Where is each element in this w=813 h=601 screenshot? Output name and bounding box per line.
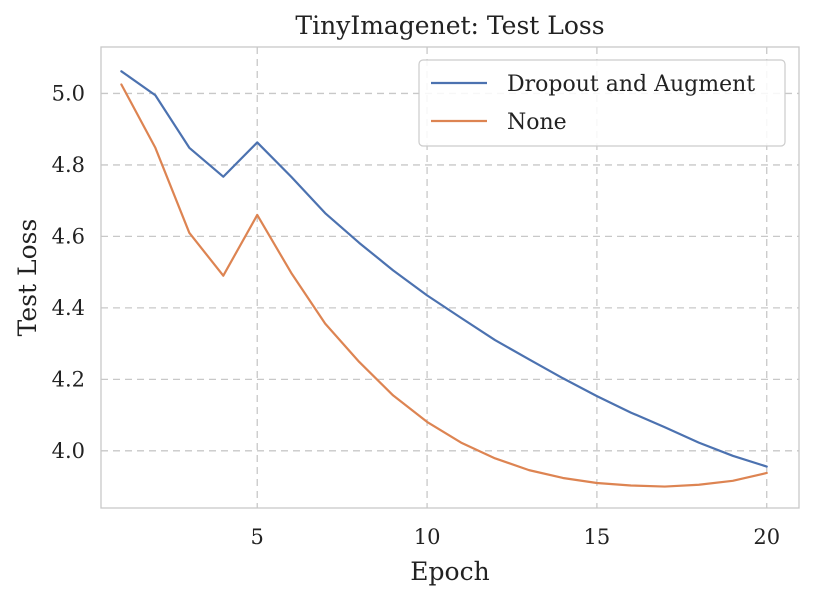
legend-label-dropout-and-augment: Dropout and Augment <box>507 72 755 97</box>
y-tick-label: 5.0 <box>52 81 85 105</box>
series-line-0 <box>120 70 768 468</box>
series-line-1 <box>120 83 768 488</box>
y-tick-label: 4.4 <box>52 296 85 320</box>
chart-title: TinyImagenet: Test Loss <box>295 11 604 40</box>
series-lines <box>120 70 768 488</box>
y-axis-label: Test Loss <box>13 219 42 337</box>
y-tick-label: 4.0 <box>52 439 85 463</box>
x-tick-label: 20 <box>753 525 780 549</box>
y-tick-label: 4.2 <box>52 367 85 391</box>
plot-frame <box>100 46 800 509</box>
x-tick-label: 5 <box>251 525 264 549</box>
legend-box <box>418 59 786 147</box>
legend: Dropout and Augment None <box>418 59 786 147</box>
tick-labels: 5 10 15 20 4.0 4.2 4.4 4.6 4.8 5.0 <box>52 81 781 549</box>
x-tick-label: 15 <box>584 525 611 549</box>
y-tick-label: 4.8 <box>52 153 85 177</box>
x-tick-label: 10 <box>414 525 441 549</box>
y-tick-label: 4.6 <box>52 224 85 248</box>
legend-label-none: None <box>507 110 567 135</box>
x-axis-label: Epoch <box>410 557 489 586</box>
